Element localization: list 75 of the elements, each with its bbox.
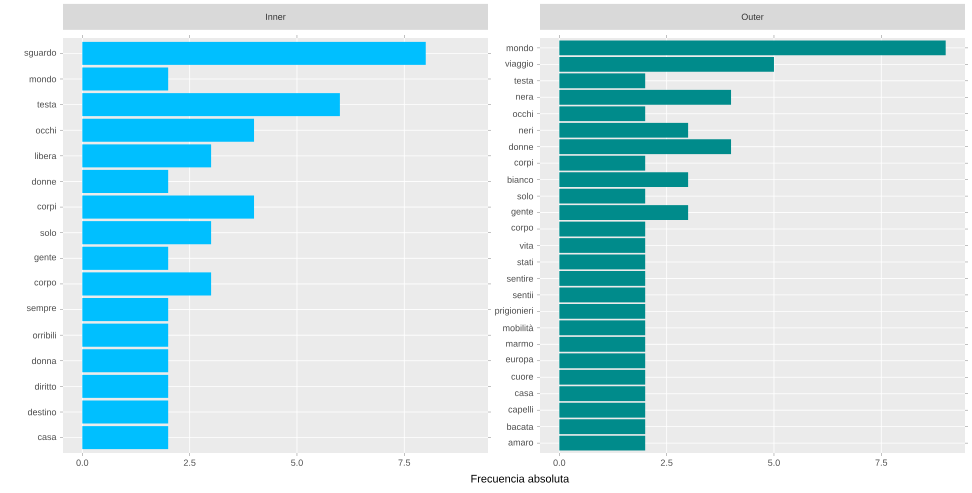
- chart-title: Inner: [266, 14, 286, 20]
- bar: [82, 246, 168, 270]
- y-tick-label: donne: [508, 143, 534, 150]
- bar: [82, 42, 426, 65]
- y-tick-label: casa: [514, 391, 534, 396]
- x-tick-label: 2.5: [184, 460, 196, 466]
- y-tick-label: libera: [35, 152, 56, 160]
- y-tick-label: mondo: [506, 44, 534, 52]
- chart-title: Outer: [742, 14, 764, 20]
- y-tick-label: sentire: [506, 275, 534, 282]
- y-tick-label: viaggio: [505, 60, 534, 69]
- bar: [82, 118, 254, 142]
- y-tick-label: corpo: [34, 280, 56, 288]
- y-tick-label: gente: [34, 254, 56, 262]
- y-tick-label: corpi: [37, 202, 56, 212]
- y-tick-label: neri: [519, 126, 533, 134]
- bar: [82, 324, 168, 347]
- y-tick-label: capelli: [508, 406, 533, 414]
- bar: [82, 93, 340, 116]
- bar: [82, 272, 212, 296]
- y-tick-label: sguardo: [24, 49, 56, 58]
- bar: [82, 144, 212, 168]
- x-tick-label: 0.0: [553, 460, 566, 466]
- x-tick-label: 0.0: [76, 460, 88, 466]
- x-tick-label: 7.5: [398, 460, 410, 466]
- bar: [82, 349, 168, 372]
- y-tick-label: cuore: [511, 374, 534, 380]
- y-tick-label: testa: [514, 78, 534, 84]
- y-tick-label: europa: [506, 357, 534, 364]
- y-tick-label: sentii: [512, 292, 533, 298]
- bar: [82, 221, 212, 244]
- y-tick-label: occhi: [36, 126, 56, 134]
- y-tick-label: donna: [32, 357, 56, 364]
- bar: [559, 353, 646, 368]
- y-tick-label: casa: [38, 435, 56, 440]
- y-tick-label: testa: [37, 102, 56, 108]
- bar: [82, 374, 168, 398]
- y-tick-label: corpi: [514, 158, 533, 168]
- y-tick-label: destino: [28, 408, 56, 416]
- bar: [82, 400, 168, 424]
- x-tick-label: 2.5: [660, 460, 672, 466]
- y-tick-label: gente: [511, 208, 534, 216]
- y-tick-label: mobilità: [503, 324, 534, 332]
- y-tick-label: prigionieri: [495, 307, 533, 316]
- y-tick-label: marmo: [506, 342, 534, 347]
- x-tick-label: 5.0: [291, 460, 303, 466]
- y-tick-label: corpo: [511, 226, 534, 232]
- y-tick-label: vita: [520, 242, 534, 249]
- bar: [559, 386, 646, 402]
- bar: [559, 370, 646, 385]
- y-tick-label: solo: [40, 229, 56, 236]
- y-tick-label: bacata: [507, 423, 534, 430]
- y-tick-label: mondo: [30, 76, 56, 82]
- x-tick-label: 7.5: [876, 460, 888, 466]
- y-tick-label: bianco: [508, 176, 534, 183]
- y-tick-label: orribili: [32, 332, 56, 338]
- x-tick-label: 5.0: [768, 460, 780, 466]
- bar: [82, 298, 168, 322]
- y-tick-label: amaro: [508, 440, 534, 446]
- bar: [559, 139, 732, 154]
- bar: [82, 196, 254, 219]
- bar: [559, 90, 732, 105]
- y-tick-label: donne: [32, 178, 56, 185]
- y-tick-label: occhi: [512, 110, 533, 118]
- bar: [82, 426, 168, 450]
- bar: [559, 122, 688, 138]
- y-tick-label: nera: [516, 94, 534, 100]
- y-tick-label: sempre: [26, 306, 56, 313]
- y-tick-label: solo: [517, 192, 534, 200]
- y-tick-label: stati: [517, 258, 533, 266]
- y-tick-label: diritto: [34, 383, 56, 390]
- bar: [559, 106, 646, 122]
- bar: [82, 170, 168, 193]
- bar: [82, 67, 168, 91]
- x-axis-title: Frecuencia absoluta: [471, 474, 570, 483]
